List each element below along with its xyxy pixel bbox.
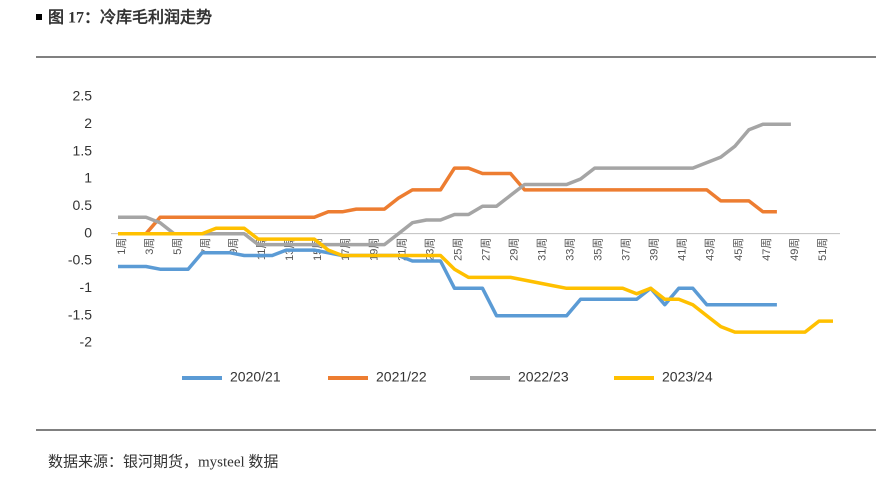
series-line: [118, 122, 791, 247]
y-tick-label: 2.5: [73, 88, 93, 104]
x-tick-label: 41周: [676, 238, 689, 261]
x-tick-label: 43周: [704, 238, 717, 261]
x-tick-label: 23周: [423, 238, 436, 261]
x-tick-label: 27周: [479, 238, 492, 261]
x-tick-label: 3周: [143, 238, 156, 255]
y-tick-label: 0: [84, 224, 92, 240]
x-tick-label: 7周: [199, 238, 212, 255]
x-tick-label: 29周: [507, 238, 520, 261]
x-tick-label: 47周: [760, 238, 773, 261]
legend-label: 2021/22: [376, 369, 427, 385]
x-tick-label: 5周: [171, 238, 184, 255]
y-tick-label: -1: [80, 279, 93, 295]
x-tick-label: 1周: [115, 238, 128, 255]
x-tick-label: 25周: [451, 238, 464, 261]
x-tick-label: 31周: [535, 238, 548, 261]
series-line: [118, 226, 833, 334]
x-tick-label: 39周: [648, 238, 661, 261]
y-tick-label: -2: [80, 334, 93, 350]
figure-title: 图 17：冷库毛利润走势: [48, 8, 212, 27]
series-line: [118, 248, 777, 318]
x-tick-label: 9周: [227, 238, 240, 255]
legend-label: 2023/24: [662, 369, 713, 385]
y-tick-label: 1.5: [73, 142, 93, 158]
y-tick-label: -1.5: [68, 306, 92, 322]
x-tick-label: 33周: [564, 238, 577, 261]
y-tick-label: 2: [84, 115, 92, 131]
source-note: 数据来源：银河期货，mysteel 数据: [48, 453, 278, 470]
legend-label: 2022/23: [518, 369, 569, 385]
y-tick-label: -0.5: [68, 252, 92, 268]
x-tick-label: 49周: [788, 238, 801, 261]
series-line: [118, 166, 777, 236]
y-tick-label: 1: [84, 170, 92, 186]
x-tick-label: 17周: [339, 238, 352, 261]
x-tick-label: 51周: [816, 238, 829, 261]
x-tick-label: 35周: [592, 238, 605, 261]
y-tick-label: 0.5: [73, 197, 93, 213]
x-tick-label: 19周: [367, 238, 380, 261]
legend-label: 2020/21: [230, 369, 281, 385]
bullet: [36, 14, 42, 20]
x-tick-label: 37周: [620, 238, 633, 261]
x-tick-label: 45周: [732, 238, 745, 261]
